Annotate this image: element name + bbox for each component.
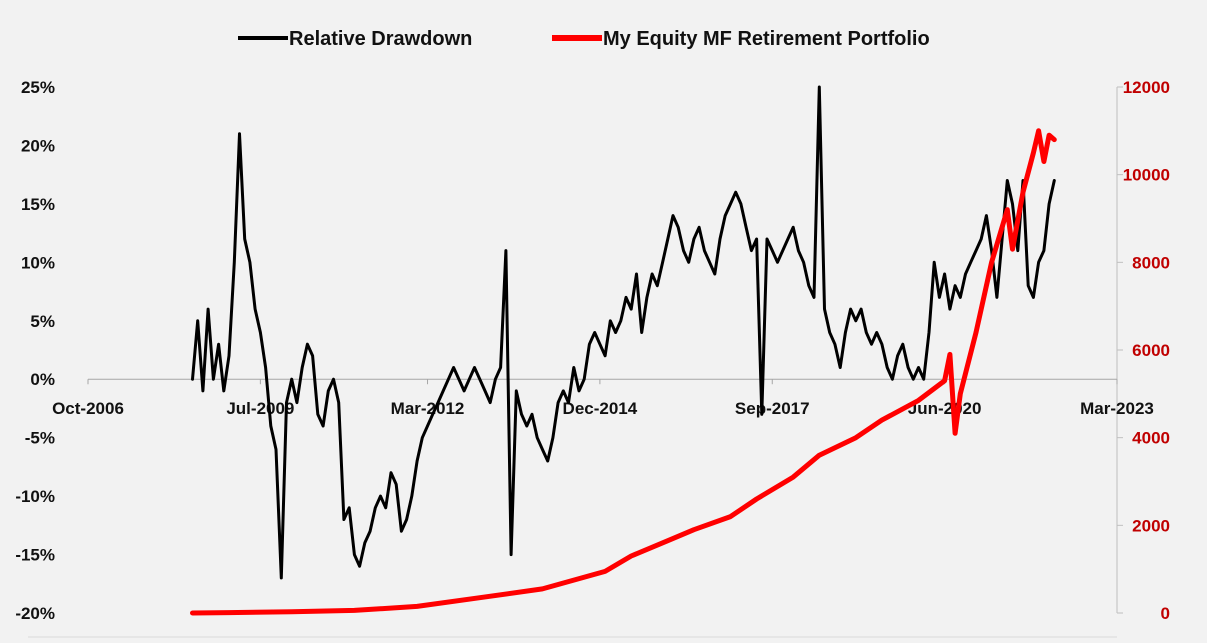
- legend-label-relative-drawdown: Relative Drawdown: [289, 28, 472, 50]
- y-left-tick-label: 10%: [21, 253, 55, 272]
- y-right-tick-label: 2000: [1132, 516, 1170, 535]
- x-tick-label: Oct-2006: [52, 399, 124, 418]
- y-left-tick-label: 15%: [21, 195, 55, 214]
- y-left-tick-label: -15%: [15, 546, 55, 565]
- y-left-tick-label: 25%: [21, 78, 55, 97]
- y-right-tick-label: 12000: [1123, 78, 1170, 97]
- x-tick-label: Mar-2023: [1080, 399, 1154, 418]
- y-right-tick-label: 0: [1161, 604, 1170, 623]
- series-line-relative-drawdown: [191, 85, 1056, 580]
- legend-label-portfolio: My Equity MF Retirement Portfolio: [603, 28, 930, 50]
- y-right-tick-label: 4000: [1132, 429, 1170, 448]
- legend: Relative Drawdown My Equity MF Retiremen…: [238, 28, 930, 50]
- plot-area: [190, 85, 1057, 616]
- x-tick-label: Dec-2014: [563, 399, 638, 418]
- x-tick-label: Mar-2012: [391, 399, 465, 418]
- y-right-tick-label: 8000: [1132, 253, 1170, 272]
- y-left-tick-label: -10%: [15, 487, 55, 506]
- x-tick-label: Sep-2017: [735, 399, 810, 418]
- y-left-tick-label: -20%: [15, 604, 55, 623]
- x-tick-label: Jul-2009: [226, 399, 294, 418]
- y-right-tick-label: 6000: [1132, 341, 1170, 360]
- y-left-tick-label: -5%: [25, 429, 55, 448]
- axes: 25% 20% 15% 10% 5% 0% -5% -10% -15% -20% 12000 1000…: [15, 78, 1170, 638]
- series-line-portfolio: [190, 128, 1057, 616]
- y-right-tick-label: 10000: [1123, 166, 1170, 185]
- x-tick-label: Jun-2020: [908, 399, 982, 418]
- y-left-tick-label: 20%: [21, 136, 55, 155]
- y-left-tick-label: 5%: [30, 312, 55, 331]
- y-left-tick-label: 0%: [30, 370, 55, 389]
